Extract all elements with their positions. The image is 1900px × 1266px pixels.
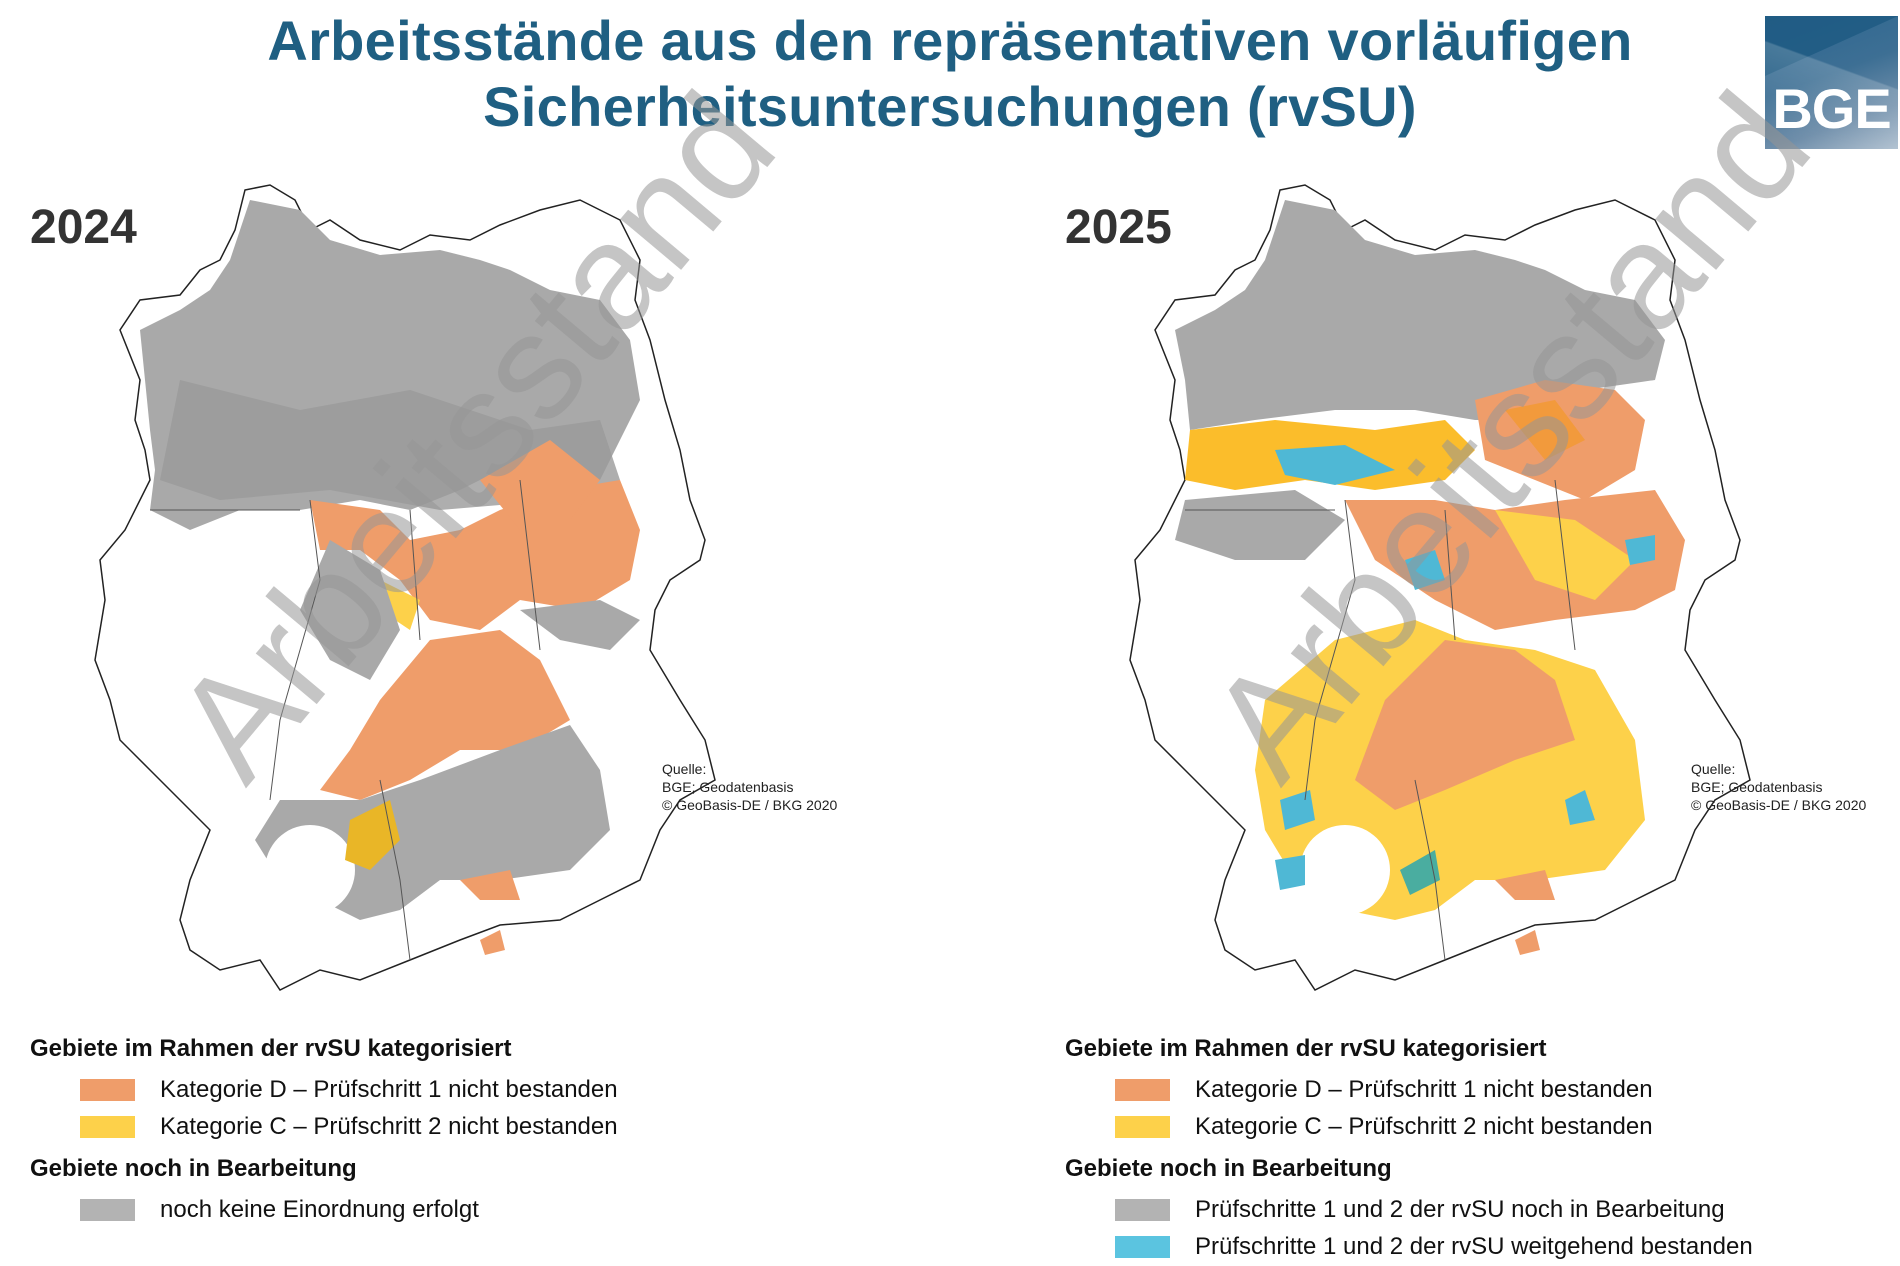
germany-map-2024 <box>80 180 760 1020</box>
logo-shade <box>1765 16 1898 149</box>
region-orange-franconia <box>1355 640 1575 810</box>
source-note: Quelle: BGE; Geodatenbasis © GeoBasis-DE… <box>662 760 837 814</box>
region-orange-franconia <box>320 630 570 800</box>
year-label: 2024 <box>30 201 137 254</box>
map-panel-2025: 2025 <box>1035 63 1900 1266</box>
legend-label: Prüfschritte 1 und 2 der rvSU noch in Be… <box>1195 1195 1725 1223</box>
legend-label: noch keine Einordnung erfolgt <box>160 1195 479 1223</box>
year-label: 2025 <box>1065 201 1172 254</box>
legend-group-in-progress: Gebiete noch in Bearbeitung <box>1065 1155 1392 1182</box>
swatch-orange <box>1115 1078 1170 1101</box>
legend-label: Kategorie D – Prüfschritt 1 nicht bestan… <box>1195 1075 1653 1103</box>
legend-item-kategorie-c: Kategorie C – Prüfschritt 2 nicht bestan… <box>80 1108 930 1145</box>
page-title: Arbeitsstände aus den repräsentativen vo… <box>0 8 1900 140</box>
title-line-1: Arbeitsstände aus den repräsentativen vo… <box>267 9 1633 72</box>
germany-map-2025 <box>1115 180 1795 1020</box>
source-line-1: BGE; Geodatenbasis <box>1691 779 1823 795</box>
legend-label: Prüfschritte 1 und 2 der rvSU weitgehend… <box>1195 1232 1753 1260</box>
source-label: Quelle: <box>1691 761 1736 777</box>
source-line-2: © GeoBasis-DE / BKG 2020 <box>662 797 838 813</box>
legend-item-passed: Prüfschritte 1 und 2 der rvSU weitgehend… <box>1115 1228 1900 1265</box>
region-grey-north <box>1175 200 1665 430</box>
legend-group-categorized: Gebiete im Rahmen der rvSU kategorisiert <box>30 1035 512 1062</box>
logo-facet-icon <box>1765 16 1898 76</box>
map-svg <box>1129 184 1751 991</box>
logo-text: BGE <box>1772 77 1891 140</box>
legend-2024: Gebiete im Rahmen der rvSU kategorisiert… <box>30 1025 930 1228</box>
swatch-orange <box>80 1078 135 1101</box>
source-line-1: BGE; Geodatenbasis <box>662 779 794 795</box>
swatch-yellow <box>1115 1115 1170 1138</box>
legend-label: Kategorie C – Prüfschritt 2 nicht bestan… <box>160 1112 618 1140</box>
source-note: Quelle: BGE; Geodatenbasis © GeoBasis-DE… <box>1691 760 1866 814</box>
swatch-blue <box>1115 1235 1170 1258</box>
source-label: Quelle: <box>662 761 707 777</box>
legend-label: Kategorie D – Prüfschritt 1 nicht bestan… <box>160 1075 618 1103</box>
bge-logo: BGE <box>1765 16 1898 149</box>
legend-label: Kategorie C – Prüfschritt 2 nicht bestan… <box>1195 1112 1653 1140</box>
legend-item-kategorie-d: Kategorie D – Prüfschritt 1 nicht bestan… <box>80 1071 930 1108</box>
legend-item-in-progress: Prüfschritte 1 und 2 der rvSU noch in Be… <box>1115 1191 1900 1228</box>
title-line-2: Sicherheitsuntersuchungen (rvSU) <box>483 75 1417 138</box>
legend-group-in-progress: Gebiete noch in Bearbeitung <box>30 1155 357 1182</box>
legend-group-categorized: Gebiete im Rahmen der rvSU kategorisiert <box>1065 1035 1547 1062</box>
swatch-grey <box>1115 1198 1170 1221</box>
swatch-yellow <box>80 1115 135 1138</box>
legend-2025: Gebiete im Rahmen der rvSU kategorisiert… <box>1065 1025 1900 1265</box>
swatch-grey <box>80 1198 135 1221</box>
map-panel-2024: 2024 Arbeitsstand Que <box>0 63 940 1266</box>
legend-item-kategorie-c: Kategorie C – Prüfschritt 2 nicht bestan… <box>1115 1108 1900 1145</box>
map-svg <box>94 184 716 991</box>
source-line-2: © GeoBasis-DE / BKG 2020 <box>1691 797 1867 813</box>
legend-item-not-classified: noch keine Einordnung erfolgt <box>80 1191 930 1228</box>
legend-item-kategorie-d: Kategorie D – Prüfschritt 1 nicht bestan… <box>1115 1071 1900 1108</box>
